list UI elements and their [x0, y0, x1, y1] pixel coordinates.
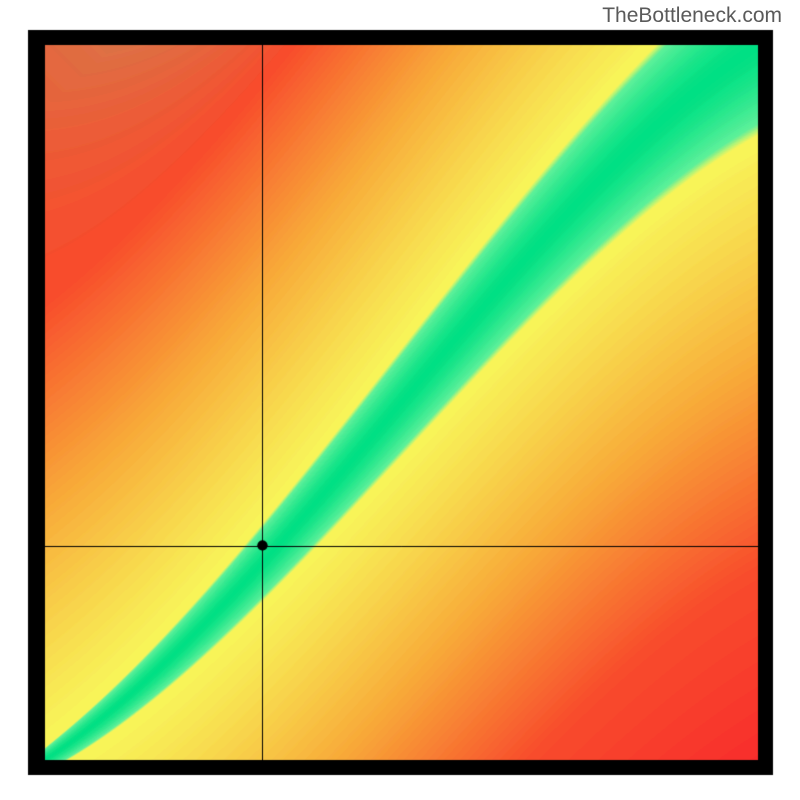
bottleneck-heatmap	[0, 0, 800, 800]
attribution-label: TheBottleneck.com	[602, 4, 782, 28]
chart-container: TheBottleneck.com	[0, 0, 800, 800]
